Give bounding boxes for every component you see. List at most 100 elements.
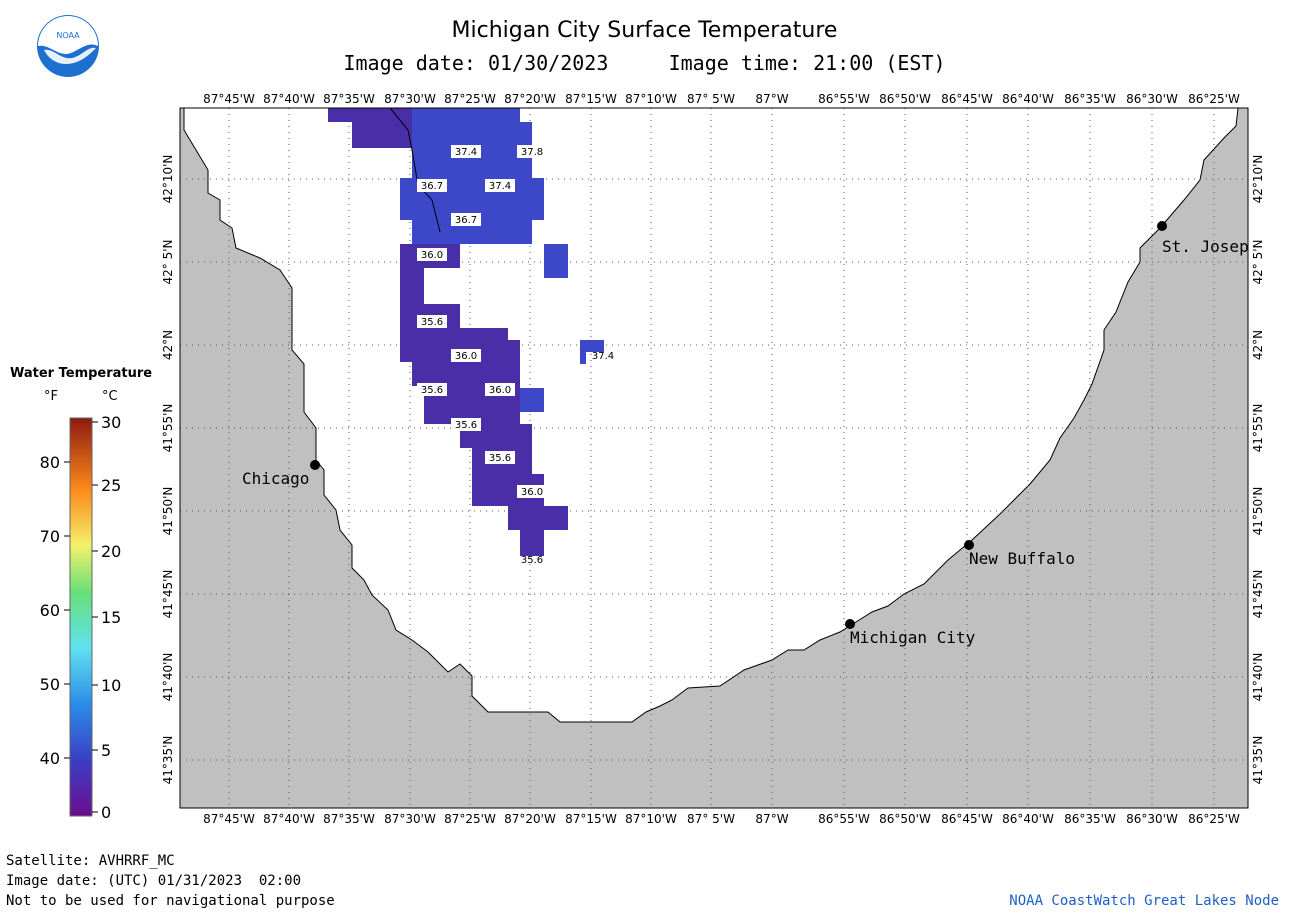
lat-label: 41°50'N: [161, 487, 175, 536]
temperature-pixel: [508, 340, 520, 362]
map-frame: [179, 107, 1249, 809]
lat-label: 41°40'N: [1251, 653, 1265, 702]
city-markers: Chicago St. Josep New Buffalo Michigan City: [242, 221, 1249, 647]
city-marker: [1157, 221, 1167, 231]
lon-label: 86°25'W: [1188, 812, 1240, 826]
date-label: Image date:: [343, 51, 476, 75]
temperature-pixel: [580, 352, 586, 364]
temperature-label: 36.0: [421, 250, 443, 261]
lon-label: 86°30'W: [1126, 812, 1178, 826]
disclaimer: Not to be used for navigational purpose: [6, 893, 335, 909]
lon-label: 87°35'W: [323, 812, 375, 826]
lon-label: 87°25'W: [444, 92, 496, 106]
lat-label: 42° 5'N: [161, 240, 175, 285]
lat-label: 42° 5'N: [1251, 240, 1265, 285]
lon-label: 87°45'W: [203, 92, 255, 106]
lon-label: 86°40'W: [1002, 92, 1054, 106]
lon-label: 87° 5'W: [687, 92, 735, 106]
lon-label: 86°25'W: [1188, 92, 1240, 106]
lon-label: 86°40'W: [1002, 812, 1054, 826]
temperature-label: 36.0: [521, 487, 543, 498]
city-label: Chicago: [242, 469, 309, 488]
temperature-pixel: [520, 530, 544, 556]
legend-unit-c: °C: [102, 389, 118, 404]
temperature-label: 36.0: [489, 385, 511, 396]
lat-label: 41°45'N: [161, 570, 175, 619]
lat-label: 41°35'N: [161, 736, 175, 785]
legend-c-tick: 25: [101, 476, 121, 495]
lon-label: 87°40'W: [263, 92, 315, 106]
temperature-label-box: [417, 179, 447, 192]
image-date: 01/30/2023: [487, 51, 609, 75]
logo-top: [38, 16, 98, 54]
temperature-label: 36.0: [455, 351, 477, 362]
credit-link[interactable]: NOAA CoastWatch Great Lakes Node: [1009, 893, 1279, 909]
lon-label: 86°50'W: [879, 92, 931, 106]
temperature-label: 37.4: [455, 147, 477, 158]
lon-label: 86°45'W: [941, 92, 993, 106]
lat-label: 42°10'N: [161, 155, 175, 204]
lon-label: 87°W: [755, 92, 788, 106]
temperature-label: 35.6: [521, 555, 543, 566]
temperature-label: 35.6: [421, 317, 443, 328]
temperature-pixel: [412, 362, 520, 386]
city-marker: [310, 460, 320, 470]
land-layer: [179, 107, 1249, 809]
temperature-pixel: [580, 340, 604, 352]
lon-label: 86°35'W: [1064, 92, 1116, 106]
temperature-label-box: [451, 418, 481, 431]
temperature-label: 37.8: [521, 147, 543, 158]
west-shore-land: [179, 107, 1249, 809]
lon-label: 87°30'W: [384, 92, 436, 106]
lon-label: 86°55'W: [818, 92, 870, 106]
lat-label: 41°45'N: [1251, 570, 1265, 619]
noaa-logo: NOAA: [37, 15, 99, 77]
temperature-labels: 37.4 37.8 36.7 37.4 36.7 36.0 35.6 37.4 36.0 35.6…: [417, 145, 614, 566]
lat-label: 41°50'N: [1251, 487, 1265, 536]
legend-c-tick: 0: [101, 803, 111, 822]
legend-c-tick: 10: [101, 676, 121, 695]
lon-label: 86°55'W: [818, 812, 870, 826]
lon-label: 87°40'W: [263, 812, 315, 826]
city-label: New Buffalo: [969, 549, 1075, 568]
temperature-label-box: [451, 213, 481, 226]
color-scale-bar: [69, 417, 93, 817]
lon-label: 87°20'W: [504, 812, 556, 826]
temperature-label-box: [417, 383, 447, 396]
city-label: St. Josep: [1162, 237, 1249, 256]
satellite-info: Satellite: AVHRRF_MC: [6, 853, 175, 869]
lat-label: 41°55'N: [1251, 404, 1265, 453]
temperature-pixel: [520, 388, 544, 412]
temperature-label-box: [485, 383, 515, 396]
temperature-label-box: [451, 145, 481, 158]
lat-labels-left: 42°10'N 42° 5'N 42°N 41°55'N 41°50'N 41°45'N 4…: [161, 155, 175, 785]
lon-label: 87°10'W: [625, 92, 677, 106]
lon-label: 87°10'W: [625, 812, 677, 826]
image-datetime: Image date: 01/30/2023 Image time: 21:00…: [0, 51, 1289, 75]
temperature-label: 37.4: [489, 181, 511, 192]
page-title: Michigan City Surface Temperature: [451, 18, 838, 43]
temperature-pixel: [544, 244, 568, 278]
temperature-pixel: [508, 506, 568, 530]
temperature-label-box: [451, 349, 481, 362]
city-label: Michigan City: [850, 628, 976, 647]
legend-f-tick: 70: [40, 527, 60, 546]
utc-date: Image date: (UTC) 01/31/2023 02:00: [6, 873, 302, 889]
temperature-label: 36.7: [421, 181, 443, 192]
lon-labels-top: 87°45'W 87°40'W 87°35'W 87°30'W 87°25'W 87°20…: [203, 92, 1240, 106]
lat-lon-grid: [180, 108, 1248, 808]
legend-c-tick: 30: [101, 413, 121, 432]
city-marker: [964, 540, 974, 550]
lat-label: 42°N: [1251, 330, 1265, 360]
temperature-label: 35.6: [489, 453, 511, 464]
legend-f-tick: 60: [40, 601, 60, 620]
lon-label: 87° 5'W: [687, 812, 735, 826]
lon-label: 87°35'W: [323, 92, 375, 106]
lon-label: 87°25'W: [444, 812, 496, 826]
logo-text: NOAA: [56, 31, 80, 40]
time-label: Image time:: [668, 51, 802, 75]
logo-bird: [44, 47, 96, 64]
temperature-label-box: [517, 485, 547, 498]
